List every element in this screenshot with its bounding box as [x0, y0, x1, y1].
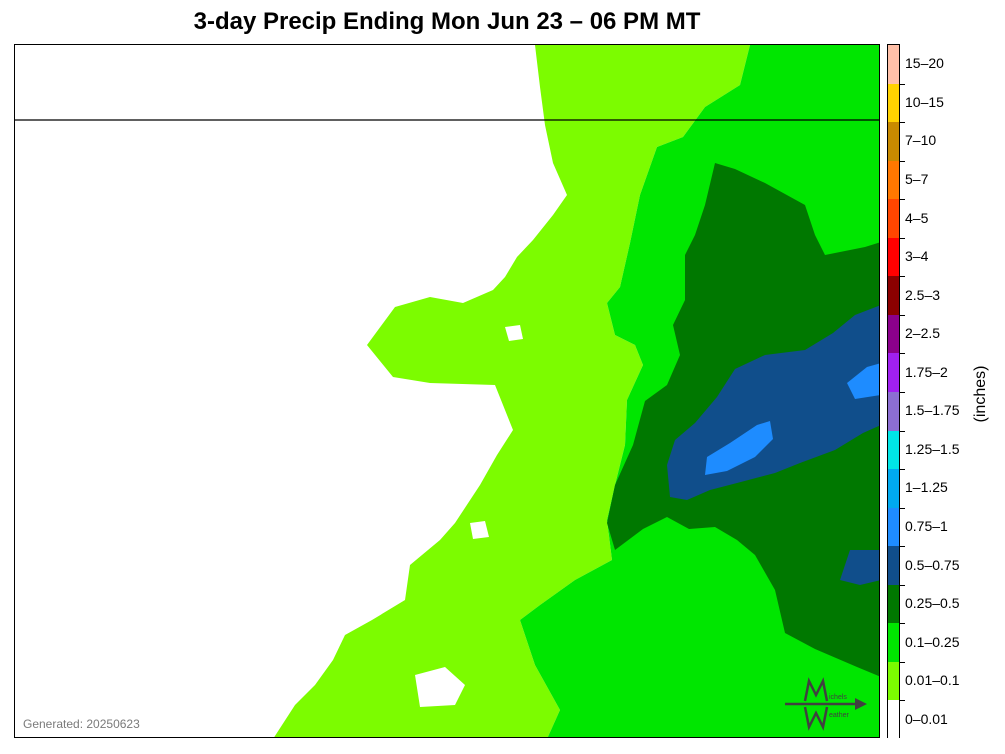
- legend-tick: [900, 160, 905, 162]
- legend-swatch: [888, 700, 899, 740]
- legend-tick: [900, 546, 905, 548]
- legend-label: 1–1.25: [905, 479, 948, 496]
- legend-tick: [900, 584, 905, 586]
- legend-tick: [900, 199, 905, 201]
- contour-075-east: [847, 363, 879, 399]
- legend-label: 0.1–0.25: [905, 633, 960, 650]
- mw-logo-icon: ichels eather: [785, 677, 867, 731]
- legend-swatch: [888, 45, 899, 85]
- legend-swatch: [888, 623, 899, 663]
- legend-swatch: [888, 160, 899, 200]
- legend-tick: [900, 392, 905, 393]
- map-title: 3-day Precip Ending Mon Jun 23 – 06 PM M…: [193, 8, 701, 35]
- legend-swatch: [888, 314, 899, 354]
- contour-001: [274, 45, 750, 737]
- legend-label: 1.75–2: [905, 363, 948, 380]
- legend-label: 15–20: [905, 55, 944, 72]
- contour-05-east: [840, 550, 879, 585]
- legend-swatch: [888, 83, 899, 123]
- legend-label: 5–7: [905, 170, 929, 187]
- legend-tick: [900, 314, 905, 316]
- legend-swatch: [888, 237, 899, 277]
- legend-label: 0.75–1: [905, 517, 948, 534]
- precip-map: Generated: 20250623 ichels eather: [14, 44, 880, 738]
- legend-label: 0.01–0.1: [905, 672, 960, 689]
- logo-bottom-text: eather: [829, 712, 850, 719]
- units-label: (inches): [972, 365, 989, 423]
- legend-tick: [900, 700, 905, 702]
- generated-stamp: Generated: 20250623: [23, 717, 140, 731]
- legend-label: 10–15: [905, 93, 944, 110]
- precip-contours: [15, 45, 879, 737]
- legend-swatch: [888, 430, 899, 470]
- legend-tick: [900, 353, 905, 355]
- dry-patch-1: [505, 325, 523, 341]
- legend-swatch: [888, 584, 899, 624]
- legend-label: 4–5: [905, 209, 929, 226]
- dry-patch-2: [470, 521, 489, 539]
- legend-label: 1.25–1.5: [905, 440, 960, 457]
- dry-patch-3: [415, 667, 465, 707]
- legend-label: 0.25–0.5: [905, 595, 960, 612]
- legend-swatch: [888, 276, 899, 316]
- legend-swatch: [888, 353, 899, 393]
- legend-tick: [900, 430, 905, 432]
- legend-tick: [900, 83, 905, 85]
- legend-tick: [900, 276, 905, 278]
- legend-tick: [900, 469, 905, 471]
- legend-label: 0.5–0.75: [905, 556, 960, 573]
- legend-label: 1.5–1.75: [905, 402, 960, 419]
- legend-swatch: [888, 546, 899, 586]
- legend-tick: [900, 661, 905, 663]
- legend-label: 0–0.01: [905, 710, 948, 727]
- legend-label: 7–10: [905, 132, 937, 149]
- legend-colorbar: [887, 44, 905, 740]
- logo-top-text: ichels: [829, 694, 847, 701]
- legend-tick: [900, 507, 905, 509]
- legend-tick: [900, 623, 905, 625]
- legend-swatch: [888, 122, 899, 162]
- legend-swatch: [888, 469, 899, 509]
- legend-swatch: [888, 661, 899, 701]
- legend-swatch: [888, 199, 899, 239]
- legend-tick: [900, 237, 905, 239]
- contour-075: [705, 421, 773, 475]
- legend-label: 3–4: [905, 248, 929, 265]
- legend-label: 2.5–3: [905, 286, 941, 303]
- legend-label: 2–2.5: [905, 325, 941, 342]
- legend-tick: [900, 122, 905, 124]
- legend-swatch: [888, 392, 899, 432]
- legend-swatch: [888, 507, 899, 547]
